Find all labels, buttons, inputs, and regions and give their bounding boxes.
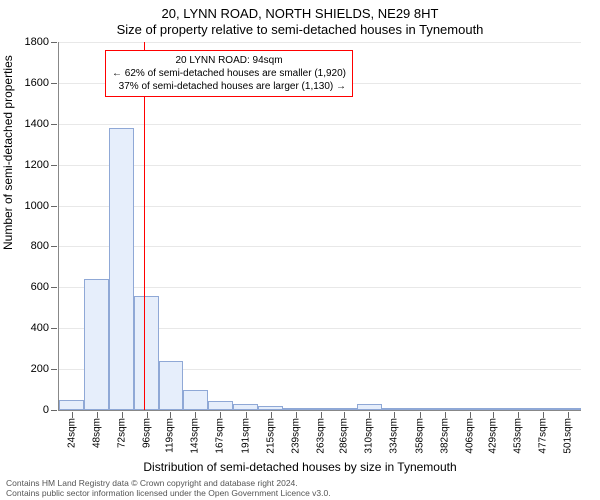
grid-line <box>59 287 581 288</box>
y-tick <box>51 246 57 247</box>
y-tick-label: 1000 <box>25 200 49 212</box>
y-tick <box>51 124 57 125</box>
histogram-bar <box>308 408 332 410</box>
histogram-bar <box>556 408 581 410</box>
chart-title-line1: 20, LYNN ROAD, NORTH SHIELDS, NE29 8HT <box>0 6 600 21</box>
y-tick <box>51 328 57 329</box>
x-tick-label: 477sqm <box>538 418 549 454</box>
x-tick-label: 358sqm <box>414 418 425 454</box>
x-tick-label: 24sqm <box>66 418 77 448</box>
y-tick-label: 0 <box>43 404 49 416</box>
y-tick-label: 1600 <box>25 77 49 89</box>
grid-line <box>59 165 581 166</box>
x-tick-label: 286sqm <box>339 418 350 454</box>
plot-area: 02004006008001000120014001600180024sqm48… <box>58 42 581 411</box>
x-tick-label: 382sqm <box>439 418 450 454</box>
grid-line <box>59 246 581 247</box>
x-tick-label: 191sqm <box>240 418 251 454</box>
histogram-bar <box>159 361 183 410</box>
histogram-bar <box>332 408 357 410</box>
x-tick-label: 429sqm <box>488 418 499 454</box>
histogram-bar <box>506 408 531 410</box>
x-tick-label: 215sqm <box>265 418 276 454</box>
x-tick-label: 453sqm <box>513 418 524 454</box>
grid-line <box>59 124 581 125</box>
x-tick-label: 239sqm <box>290 418 301 454</box>
x-tick-label: 263sqm <box>315 418 326 454</box>
y-tick-label: 1200 <box>25 159 49 171</box>
histogram-bar <box>432 408 457 410</box>
y-tick-label: 400 <box>31 322 49 334</box>
y-tick <box>51 83 57 84</box>
x-tick-label: 119sqm <box>165 418 176 453</box>
histogram-bar <box>59 400 84 410</box>
annotation-box: 20 LYNN ROAD: 94sqm← 62% of semi-detache… <box>105 50 353 97</box>
histogram-bar <box>183 390 208 410</box>
footer-line2: Contains public sector information licen… <box>6 488 331 498</box>
x-axis-label: Distribution of semi-detached houses by … <box>0 460 600 474</box>
x-tick-label: 501sqm <box>563 418 574 454</box>
histogram-bar <box>233 404 258 410</box>
x-tick-label: 143sqm <box>190 418 201 454</box>
footer-line1: Contains HM Land Registry data © Crown c… <box>6 478 331 488</box>
annotation-line-left: ← 62% of semi-detached houses are smalle… <box>112 67 346 80</box>
histogram-bar <box>382 408 407 410</box>
histogram-chart: 20, LYNN ROAD, NORTH SHIELDS, NE29 8HT S… <box>0 0 600 500</box>
grid-line <box>59 206 581 207</box>
x-tick-label: 48sqm <box>91 418 102 448</box>
grid-line <box>59 42 581 43</box>
y-tick-label: 800 <box>31 240 49 252</box>
x-tick-label: 96sqm <box>141 418 152 448</box>
x-tick-label: 334sqm <box>389 418 400 454</box>
y-tick <box>51 165 57 166</box>
histogram-bar <box>283 408 308 410</box>
y-tick <box>51 42 57 43</box>
x-tick-label: 72sqm <box>116 418 127 448</box>
chart-title-line2: Size of property relative to semi-detach… <box>0 22 600 37</box>
y-tick <box>51 287 57 288</box>
histogram-bar <box>258 406 283 410</box>
x-tick-label: 167sqm <box>215 418 226 454</box>
y-tick <box>51 369 57 370</box>
y-tick-label: 200 <box>31 363 49 375</box>
histogram-bar <box>457 408 482 410</box>
histogram-bar <box>531 408 556 410</box>
histogram-bar <box>109 128 134 410</box>
y-tick <box>51 206 57 207</box>
x-tick-label: 406sqm <box>464 418 475 454</box>
y-tick-label: 600 <box>31 281 49 293</box>
histogram-bar <box>208 401 233 410</box>
annotation-line-right: 37% of semi-detached houses are larger (… <box>112 80 346 93</box>
histogram-bar <box>482 408 506 410</box>
y-tick-label: 1400 <box>25 118 49 130</box>
marker-line <box>144 42 145 410</box>
annotation-title: 20 LYNN ROAD: 94sqm <box>112 54 346 67</box>
attribution-footer: Contains HM Land Registry data © Crown c… <box>6 478 331 498</box>
histogram-bar <box>84 279 109 410</box>
histogram-bar <box>134 296 159 410</box>
y-axis-label: Number of semi-detached properties <box>1 55 15 250</box>
histogram-bar <box>407 408 432 410</box>
y-tick-label: 1800 <box>25 36 49 48</box>
y-tick <box>51 410 57 411</box>
x-tick-label: 310sqm <box>364 418 375 454</box>
histogram-bar <box>357 404 382 410</box>
